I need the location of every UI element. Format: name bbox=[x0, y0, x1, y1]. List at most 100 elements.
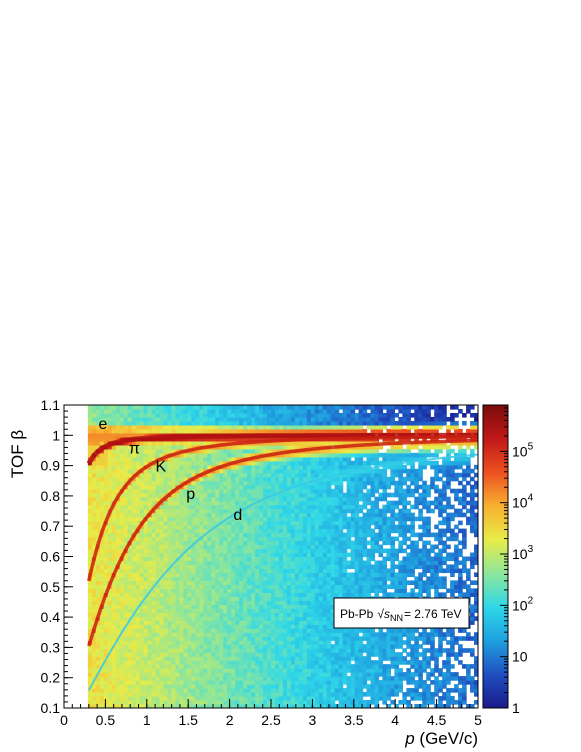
heatmap-cell bbox=[259, 529, 264, 534]
heatmap-cell bbox=[108, 620, 113, 625]
heatmap-cell bbox=[243, 485, 248, 490]
heatmap-cell bbox=[88, 497, 93, 502]
heatmap-cell bbox=[219, 453, 224, 458]
heatmap-cell bbox=[255, 612, 260, 617]
heatmap-cell bbox=[267, 461, 272, 466]
heatmap-cell bbox=[88, 521, 93, 526]
heatmap-cell bbox=[175, 405, 180, 410]
heatmap-cell bbox=[144, 489, 149, 494]
heatmap-cell bbox=[323, 501, 328, 506]
heatmap-cell bbox=[179, 596, 184, 601]
heatmap-cell bbox=[239, 549, 244, 554]
heatmap-cell bbox=[331, 592, 336, 597]
heatmap-cell bbox=[223, 545, 228, 550]
heatmap-cell bbox=[335, 560, 340, 565]
heatmap-cell bbox=[347, 660, 352, 665]
heatmap-cell bbox=[191, 513, 196, 518]
heatmap-cell bbox=[283, 560, 288, 565]
heatmap-cell bbox=[175, 425, 180, 430]
heatmap-cell bbox=[187, 688, 192, 693]
heatmap-cell bbox=[171, 533, 176, 538]
heatmap-cell bbox=[175, 672, 180, 677]
heatmap-cell bbox=[112, 465, 117, 470]
heatmap-cell bbox=[191, 413, 196, 418]
heatmap-cell bbox=[307, 596, 312, 601]
heatmap-cell bbox=[287, 509, 292, 514]
heatmap-cell bbox=[171, 596, 176, 601]
heatmap-cell bbox=[307, 529, 312, 534]
heatmap-cell bbox=[259, 660, 264, 665]
heatmap-cell bbox=[315, 608, 320, 613]
heatmap-cell bbox=[187, 572, 192, 577]
heatmap-cell bbox=[112, 684, 117, 689]
heatmap-cell bbox=[175, 632, 180, 637]
heatmap-cell bbox=[319, 453, 324, 458]
heatmap-cell bbox=[319, 692, 324, 697]
heatmap-cell bbox=[187, 553, 192, 558]
heatmap-cell bbox=[235, 600, 240, 605]
heatmap-cell bbox=[303, 529, 308, 534]
heatmap-cell bbox=[215, 676, 220, 681]
heatmap-cell bbox=[187, 604, 192, 609]
heatmap-cell bbox=[144, 529, 149, 534]
heatmap-cell bbox=[307, 580, 312, 585]
heatmap-cell bbox=[327, 576, 332, 581]
heatmap-cell bbox=[247, 481, 252, 486]
heatmap-cell bbox=[124, 664, 129, 669]
heatmap-cell bbox=[88, 505, 93, 510]
heatmap-cell bbox=[100, 648, 105, 653]
heatmap-cell bbox=[239, 584, 244, 589]
heatmap-cell bbox=[283, 497, 288, 502]
heatmap-cell bbox=[327, 664, 332, 669]
heatmap-cell bbox=[124, 588, 129, 593]
heatmap-cell bbox=[132, 557, 137, 562]
heatmap-cell bbox=[323, 684, 328, 689]
heatmap-cell bbox=[315, 620, 320, 625]
heatmap-cell bbox=[191, 700, 196, 705]
heatmap-cell bbox=[183, 513, 188, 518]
heatmap-cell bbox=[311, 596, 316, 601]
heatmap-cell bbox=[211, 513, 216, 518]
heatmap-cell bbox=[255, 421, 260, 426]
heatmap-cell bbox=[279, 584, 284, 589]
heatmap-cell bbox=[347, 545, 352, 550]
heatmap-cell bbox=[255, 624, 260, 629]
heatmap-cell bbox=[136, 628, 141, 633]
heatmap-cell bbox=[275, 672, 280, 677]
heatmap-cell bbox=[92, 656, 97, 661]
heatmap-cell bbox=[199, 417, 204, 422]
heatmap-cell bbox=[112, 692, 117, 697]
heatmap-cell bbox=[231, 568, 236, 573]
heatmap-cell bbox=[144, 648, 149, 653]
heatmap-cell bbox=[287, 465, 292, 470]
heatmap-cell bbox=[323, 644, 328, 649]
heatmap-cell bbox=[128, 525, 133, 530]
heatmap-cell bbox=[168, 656, 173, 661]
heatmap-cell bbox=[347, 521, 352, 526]
heatmap-cell bbox=[207, 596, 212, 601]
heatmap-cell bbox=[239, 529, 244, 534]
heatmap-cell bbox=[156, 509, 161, 514]
heatmap-cell bbox=[164, 600, 169, 605]
heatmap-cell bbox=[140, 425, 145, 430]
heatmap-cell bbox=[124, 413, 129, 418]
heatmap-cell bbox=[339, 417, 344, 422]
heatmap-cell bbox=[323, 557, 328, 562]
heatmap-cell bbox=[319, 493, 324, 498]
heatmap-cell bbox=[335, 640, 340, 645]
heatmap-cell bbox=[175, 656, 180, 661]
heatmap-cell bbox=[104, 688, 109, 693]
heatmap-cell bbox=[223, 592, 228, 597]
heatmap-cell bbox=[291, 413, 296, 418]
heatmap-cell bbox=[347, 429, 352, 434]
heatmap-cell bbox=[327, 628, 332, 633]
heatmap-cell bbox=[203, 564, 208, 569]
heatmap-cell bbox=[168, 429, 173, 434]
heatmap-cell bbox=[339, 549, 344, 554]
heatmap-cell bbox=[287, 497, 292, 502]
heatmap-cell bbox=[223, 648, 228, 653]
heatmap-cell bbox=[339, 501, 344, 506]
heatmap-cell bbox=[275, 481, 280, 486]
heatmap-cell bbox=[179, 457, 184, 462]
heatmap-cell bbox=[108, 684, 113, 689]
